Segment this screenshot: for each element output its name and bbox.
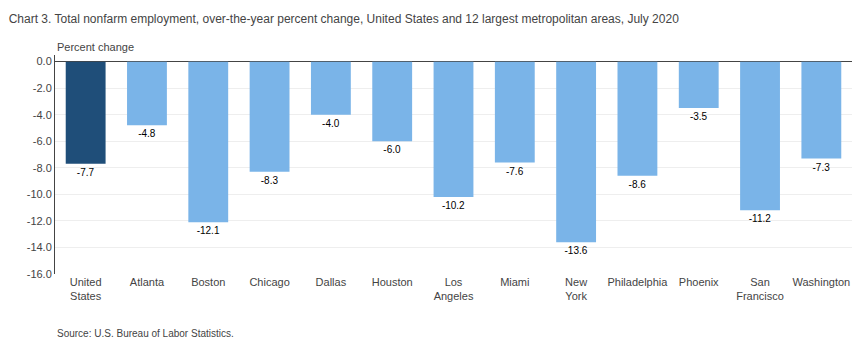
svg-text:Phoenix: Phoenix	[679, 276, 719, 288]
svg-text:-12.0: -12.0	[27, 215, 52, 227]
svg-text:Chart 3. Total nonfarm employm: Chart 3. Total nonfarm employment, over-…	[9, 12, 679, 26]
svg-text:-4.0: -4.0	[33, 109, 52, 121]
svg-text:-13.6: -13.6	[564, 245, 587, 256]
svg-text:-10.2: -10.2	[442, 200, 465, 211]
svg-text:-4.0: -4.0	[322, 118, 340, 129]
svg-text:-7.7: -7.7	[77, 167, 95, 178]
svg-text:-8.3: -8.3	[261, 175, 279, 186]
svg-text:-8.0: -8.0	[33, 162, 52, 174]
svg-text:-11.2: -11.2	[749, 213, 771, 224]
svg-text:Boston: Boston	[191, 276, 225, 288]
svg-text:-12.1: -12.1	[197, 225, 220, 236]
svg-text:Chicago: Chicago	[249, 276, 289, 288]
svg-text:LosAngeles: LosAngeles	[434, 276, 474, 302]
svg-text:Washington: Washington	[793, 276, 851, 288]
svg-text:Source: U.S. Bureau of Labor S: Source: U.S. Bureau of Labor Statistics.	[57, 328, 234, 339]
svg-text:Miami: Miami	[500, 276, 529, 288]
svg-text:-2.0: -2.0	[33, 82, 52, 94]
svg-text:-7.6: -7.6	[506, 166, 524, 177]
svg-text:Philadelphia: Philadelphia	[607, 276, 668, 288]
svg-text:SanFrancisco: SanFrancisco	[736, 276, 784, 302]
svg-text:-6.0: -6.0	[383, 144, 401, 155]
svg-text:-6.0: -6.0	[33, 135, 52, 147]
svg-text:Percent change: Percent change	[57, 41, 134, 53]
svg-text:0.0: 0.0	[37, 55, 52, 67]
svg-text:NewYork: NewYork	[565, 276, 587, 302]
svg-text:-16.0: -16.0	[27, 268, 52, 280]
svg-text:-14.0: -14.0	[27, 241, 52, 253]
svg-text:-8.6: -8.6	[629, 179, 647, 190]
svg-text:UnitedStates: UnitedStates	[70, 276, 102, 302]
svg-text:Houston: Houston	[372, 276, 413, 288]
svg-text:-7.3: -7.3	[813, 162, 831, 173]
svg-text:-3.5: -3.5	[690, 111, 708, 122]
svg-text:-4.8: -4.8	[138, 128, 156, 139]
svg-text:Dallas: Dallas	[316, 276, 347, 288]
svg-text:-10.0: -10.0	[27, 188, 52, 200]
svg-text:Atlanta: Atlanta	[130, 276, 165, 288]
